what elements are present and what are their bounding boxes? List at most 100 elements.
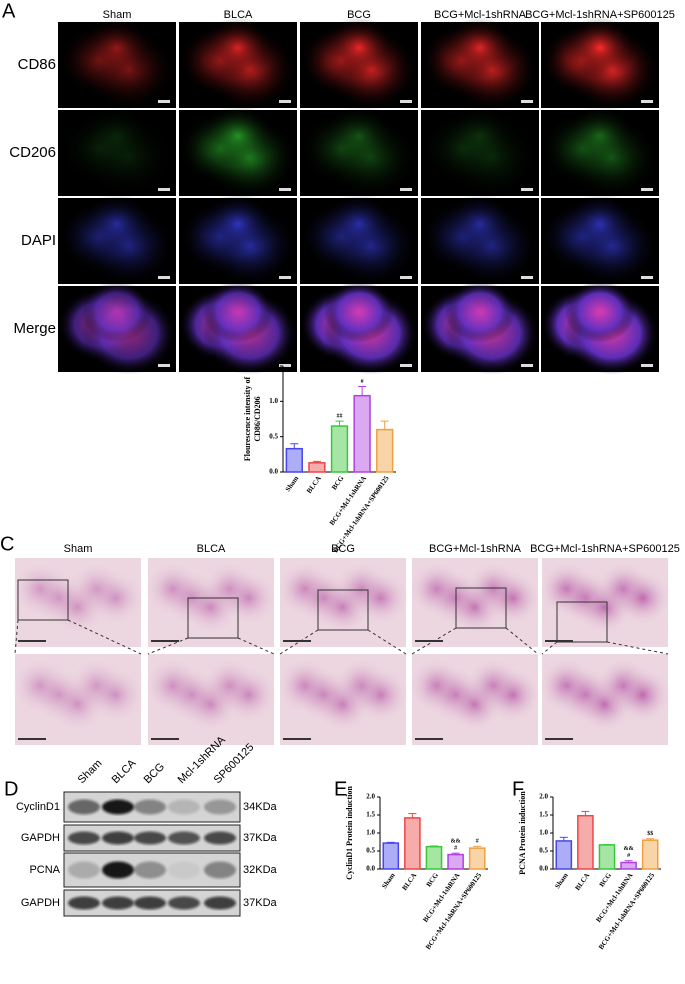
annotation: # [454,846,457,852]
bar [330,425,349,473]
scale-bar [400,188,412,191]
scale-bar [521,364,533,367]
y-axis-label: CD86/CD206 [253,396,262,441]
scale-bar [400,100,412,103]
stain [81,16,153,79]
x-tick-label: BCG [598,871,614,888]
stain [564,192,636,255]
band [204,831,236,845]
inset-guide [237,637,275,655]
band [68,861,100,879]
lane-label: BLCA [110,757,139,786]
stain [81,280,153,343]
band [134,831,166,845]
scale-bar [641,276,653,279]
annotation: ## [337,413,343,419]
scale-bar [18,738,46,740]
scale-bar [521,276,533,279]
scale-bar [521,100,533,103]
scale-bar [151,640,179,642]
band [168,831,200,845]
panel-label: F [512,778,524,800]
bar [404,817,421,870]
inset-box [455,587,507,629]
bar [620,861,637,870]
stain [323,192,395,255]
y-tick-label: 2.0 [539,793,548,801]
stain [323,104,395,167]
y-tick-label: 0.5 [539,847,548,855]
stain [564,280,636,343]
stain [202,192,274,255]
bar [468,847,486,870]
column-label: BCG+Mcl-1shRNA+SP600125 [525,9,675,21]
tissue [615,571,671,625]
row-label: PCNA [29,864,60,876]
annotation: # [627,853,630,859]
band [168,896,200,910]
lane-label: BCG [142,761,167,786]
x-tick-label: BLCA [305,474,323,495]
bar [308,462,326,473]
band [102,831,134,845]
panel-label: D [4,778,18,800]
scale-bar [279,188,291,191]
inset-guide [279,629,319,655]
annotation: # [361,379,364,385]
band [134,861,166,879]
column-label: Sham [64,543,93,555]
stain [81,104,153,167]
band [204,799,236,815]
bar [577,814,594,870]
bar [376,428,394,473]
tissue [615,667,671,723]
y-tick-label: 2.0 [366,793,375,801]
stain [202,104,274,167]
inset-box [556,601,608,643]
annotation: && [624,846,634,852]
y-axis-label: CyclinD1 Protein induction [345,786,354,880]
y-tick-label: 0.5 [269,432,278,440]
band [204,861,236,879]
inset-box [187,597,239,639]
column-label: BCG+Mcl-1shRNA [434,9,527,21]
stain [81,192,153,255]
scale-bar [400,364,412,367]
annotation: # [476,839,479,845]
band [68,896,100,910]
scale-bar [279,100,291,103]
bar [598,844,616,870]
y-tick-label: 1.0 [269,397,278,405]
panel-label: C [0,533,14,555]
row-label: Merge [13,320,56,337]
x-tick-label: Sham [284,474,300,493]
band [204,896,236,910]
band [102,861,134,879]
row-label: DAPI [21,232,56,249]
scale-bar [158,276,170,279]
y-tick-label: 0.5 [366,847,375,855]
size-label: 37KDa [243,832,278,844]
scale-bar [279,276,291,279]
band [134,896,166,910]
band [168,861,200,879]
column-label: BCG [331,543,355,555]
tissue [88,571,144,625]
stain [323,16,395,79]
stain [564,104,636,167]
scale-bar [18,640,46,642]
band [168,799,200,815]
stain [444,104,516,167]
column-label: BCG+Mcl-1shRNA [429,543,522,555]
inset-box [317,589,369,631]
band [68,831,100,845]
x-tick-label: BCG [425,871,441,888]
size-label: 32KDa [243,864,278,876]
x-tick-label: Sham [553,871,569,890]
tissue [485,667,541,723]
bar [285,447,303,473]
row-label: GAPDH [21,897,60,909]
tissue [88,667,144,723]
y-axis-label: Flourescence intensity of [243,377,252,462]
stain [564,16,636,79]
